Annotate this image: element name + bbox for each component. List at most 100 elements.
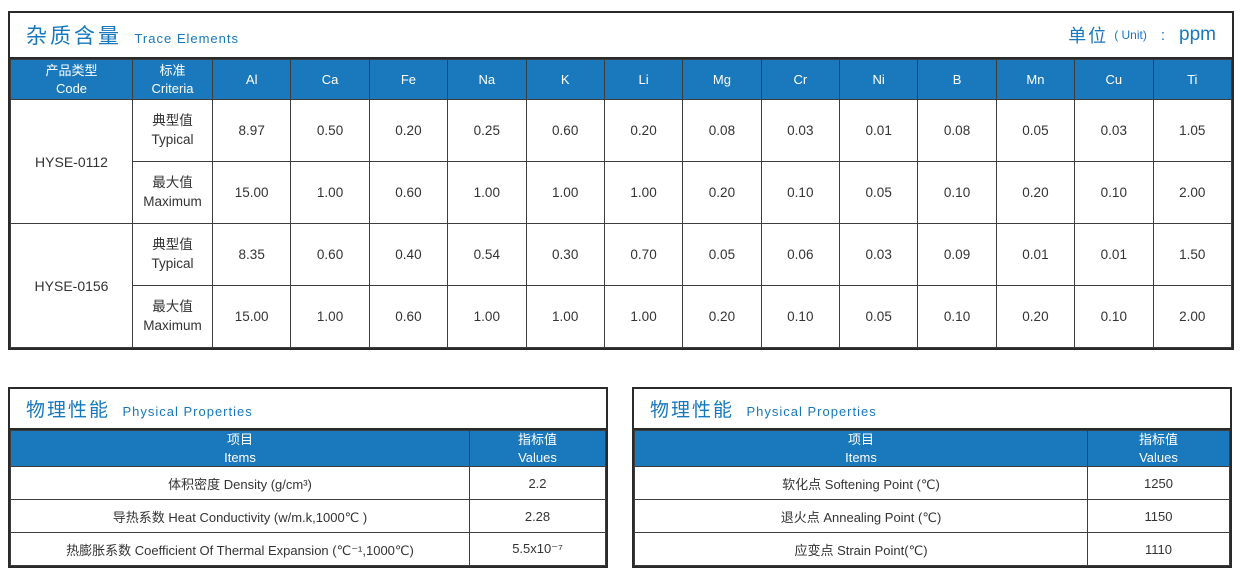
table-row: 退火点 Annealing Point (℃) 1150 <box>634 499 1230 534</box>
value-cell: 0.10 <box>917 285 997 348</box>
value-cell: 0.05 <box>838 285 919 348</box>
value-cell: 1.00 <box>525 285 605 348</box>
column-header-items-en: Items <box>845 449 877 465</box>
table-row: 最大值 Maximum 15.00 1.00 0.60 1.00 1.00 1.… <box>11 161 1232 224</box>
product-code-cell: HYSE-0156 <box>10 223 133 348</box>
criteria-en: Typical <box>151 255 194 271</box>
value-cell: 0.20 <box>682 285 762 348</box>
table-row: 应变点 Strain Point(℃) 1110 <box>634 532 1230 567</box>
element-header-cell: Mn <box>995 59 1076 100</box>
element-header-cell: Cu <box>1074 59 1154 100</box>
column-header-items-en: Items <box>224 449 256 465</box>
value-cell: 0.05 <box>838 161 919 224</box>
value-cell: 0.03 <box>838 223 919 286</box>
value-cell: 1.00 <box>447 285 527 348</box>
value-cell: 0.08 <box>917 99 997 162</box>
criteria-en: Maximum <box>143 193 202 209</box>
product-code-cell: HYSE-0112 <box>10 99 133 224</box>
column-header-values-zh: 指标值 <box>517 432 557 447</box>
table-row: 体积密度 Density (g/cm³) 2.2 <box>10 466 606 501</box>
value-cell: 2.2 <box>469 466 606 501</box>
physical-properties-right-section: 物理性能 Physical Properties 项目 Items 指标值 Va… <box>632 387 1232 569</box>
value-cell: 2.00 <box>1152 161 1232 224</box>
item-cell: 应变点 Strain Point(℃) <box>634 532 1088 567</box>
column-header-values-en: Values <box>1139 449 1178 465</box>
element-header-cell: Na <box>447 59 527 100</box>
value-cell: 0.25 <box>447 99 527 162</box>
value-cell: 0.60 <box>368 285 449 348</box>
column-header-values: 指标值 Values <box>1087 429 1230 468</box>
value-cell: 0.30 <box>525 223 605 286</box>
value-cell: 0.01 <box>995 223 1076 286</box>
criteria-cell: 典型值 Typical <box>132 99 213 162</box>
value-cell: 0.20 <box>368 99 449 162</box>
unit-colon: : <box>1160 26 1166 44</box>
value-cell: 2.28 <box>469 499 606 534</box>
value-cell: 0.50 <box>290 99 370 162</box>
item-cell: 导热系数 Heat Conductivity (w/m.k,1000℃ ) <box>10 499 470 534</box>
value-cell: 0.60 <box>290 223 370 286</box>
column-header-criteria: 标准 Criteria <box>132 59 213 100</box>
element-header-cell: Cr <box>760 59 841 100</box>
trace-elements-title: 杂质含量 Trace Elements <box>26 20 239 50</box>
value-cell: 0.20 <box>603 99 684 162</box>
column-header-values: 指标值 Values <box>469 429 606 468</box>
column-header-code-en: Code <box>55 80 88 96</box>
element-header-cell: Al <box>211 59 292 100</box>
value-cell: 1.00 <box>603 161 684 224</box>
value-cell: 1.50 <box>1152 223 1232 286</box>
value-cell: 0.54 <box>447 223 527 286</box>
physical-properties-left-section: 物理性能 Physical Properties 项目 Items 指标值 Va… <box>8 387 608 569</box>
element-header-cell: Mg <box>682 59 762 100</box>
element-header-cell: Li <box>603 59 684 100</box>
value-cell: 15.00 <box>211 161 292 224</box>
value-cell: 1.00 <box>447 161 527 224</box>
value-cell: 1.00 <box>290 285 370 348</box>
criteria-en: Maximum <box>143 317 202 333</box>
value-cell: 0.08 <box>682 99 762 162</box>
criteria-cell: 典型值 Typical <box>132 223 213 286</box>
value-cell: 8.97 <box>211 99 292 162</box>
physical-left-table: 项目 Items 指标值 Values 体积密度 Density (g/cm³)… <box>10 429 606 567</box>
value-cell: 8.35 <box>211 223 292 286</box>
column-header-code-zh: 产品类型 <box>45 62 98 78</box>
physical-left-title: 物理性能 Physical Properties <box>26 395 253 422</box>
value-cell: 0.05 <box>682 223 762 286</box>
value-cell: 2.00 <box>1152 285 1232 348</box>
unit-indicator: 单位 ( Unit) : ppm <box>1068 22 1216 48</box>
unit-label-english: ( Unit) <box>1114 28 1147 42</box>
criteria-zh: 典型值 <box>152 113 193 129</box>
physical-right-title-bar: 物理性能 Physical Properties <box>634 389 1230 430</box>
title-english: Physical Properties <box>746 404 877 419</box>
table-row: 最大值 Maximum 15.00 1.00 0.60 1.00 1.00 1.… <box>11 285 1232 348</box>
column-header-values-en: Values <box>518 449 557 465</box>
column-header-criteria-zh: 标准 <box>159 62 186 78</box>
title-english: Trace Elements <box>134 31 240 46</box>
item-cell: 体积密度 Density (g/cm³) <box>10 466 470 501</box>
column-header-items-zh: 项目 <box>226 432 253 447</box>
value-cell: 0.01 <box>1074 223 1154 286</box>
value-cell: 0.20 <box>995 285 1076 348</box>
value-cell: 0.10 <box>760 161 841 224</box>
trace-header-row: 产品类型 Code 标准 Criteria Al Ca Fe Na K Li M… <box>10 59 1232 100</box>
column-header-values-zh: 指标值 <box>1138 432 1178 447</box>
value-cell: 0.10 <box>760 285 841 348</box>
value-cell: 0.01 <box>838 99 919 162</box>
table-row: HYSE-0156 典型值 Typical 8.35 0.60 0.40 0.5… <box>10 223 1232 348</box>
criteria-en: Typical <box>151 131 194 147</box>
table-row: 导热系数 Heat Conductivity (w/m.k,1000℃ ) 2.… <box>10 499 606 534</box>
element-header-cell: Ca <box>290 59 370 100</box>
element-header-cell: B <box>917 59 997 100</box>
unit-value: ppm <box>1179 24 1216 45</box>
physical-left-title-bar: 物理性能 Physical Properties <box>10 389 606 430</box>
value-cell: 0.20 <box>682 161 762 224</box>
column-header-criteria-en: Criteria <box>151 80 194 96</box>
value-cell: 1110 <box>1087 532 1230 567</box>
item-cell: 热膨胀系数 Coefficient Of Thermal Expansion (… <box>10 532 470 567</box>
physical-right-title: 物理性能 Physical Properties <box>650 395 877 422</box>
criteria-cell: 最大值 Maximum <box>132 161 213 224</box>
table-row: HYSE-0112 典型值 Typical 8.97 0.50 0.20 0.2… <box>10 99 1232 224</box>
element-header-cell: Ni <box>838 59 919 100</box>
value-cell: 1250 <box>1087 466 1230 501</box>
